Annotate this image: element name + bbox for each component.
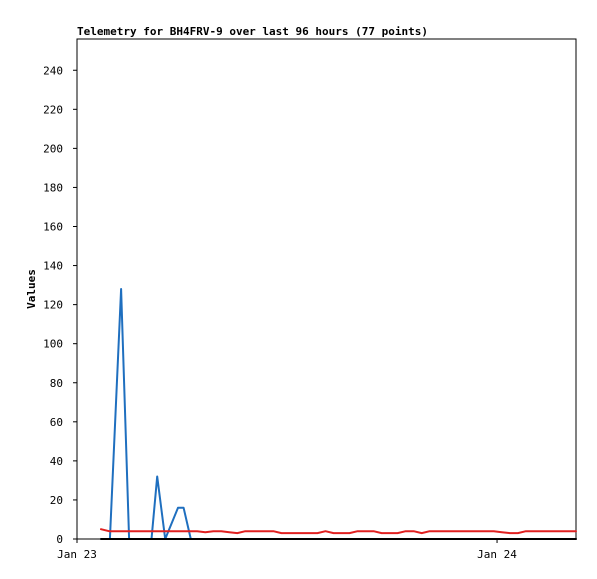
x-tick-label: Jan 23: [57, 548, 97, 561]
series-line-1: [100, 288, 203, 540]
y-axis: 0 20 40 60 80 100 120 140 160 180 200 220 240: [43, 64, 77, 546]
y-tick-label: 120: [43, 299, 63, 312]
series-line-2: [100, 528, 577, 535]
y-tick-label: 220: [43, 103, 63, 116]
y-tick-label: 20: [50, 494, 63, 507]
y-tick-label: 180: [43, 181, 63, 194]
y-tick-label: 0: [56, 533, 63, 546]
y-tick-label: 100: [43, 338, 63, 351]
chart-title: Telemetry for BH4FRV-9 over last 96 hour…: [77, 25, 428, 38]
plot-area-frame: [76, 38, 577, 540]
y-tick-label: 200: [43, 142, 63, 155]
x-tick-label: Jan 24: [477, 548, 517, 561]
y-axis-label: Values: [25, 269, 38, 309]
y-tick-label: 160: [43, 221, 63, 234]
y-tick-label: 40: [50, 455, 63, 468]
y-tick-label: 240: [43, 64, 63, 77]
y-tick-label: 140: [43, 260, 63, 273]
series-layer: [100, 288, 577, 540]
x-axis: Jan 23 Jan 24: [57, 539, 517, 561]
y-tick-label: 60: [50, 416, 63, 429]
y-tick-label: 80: [50, 377, 63, 390]
